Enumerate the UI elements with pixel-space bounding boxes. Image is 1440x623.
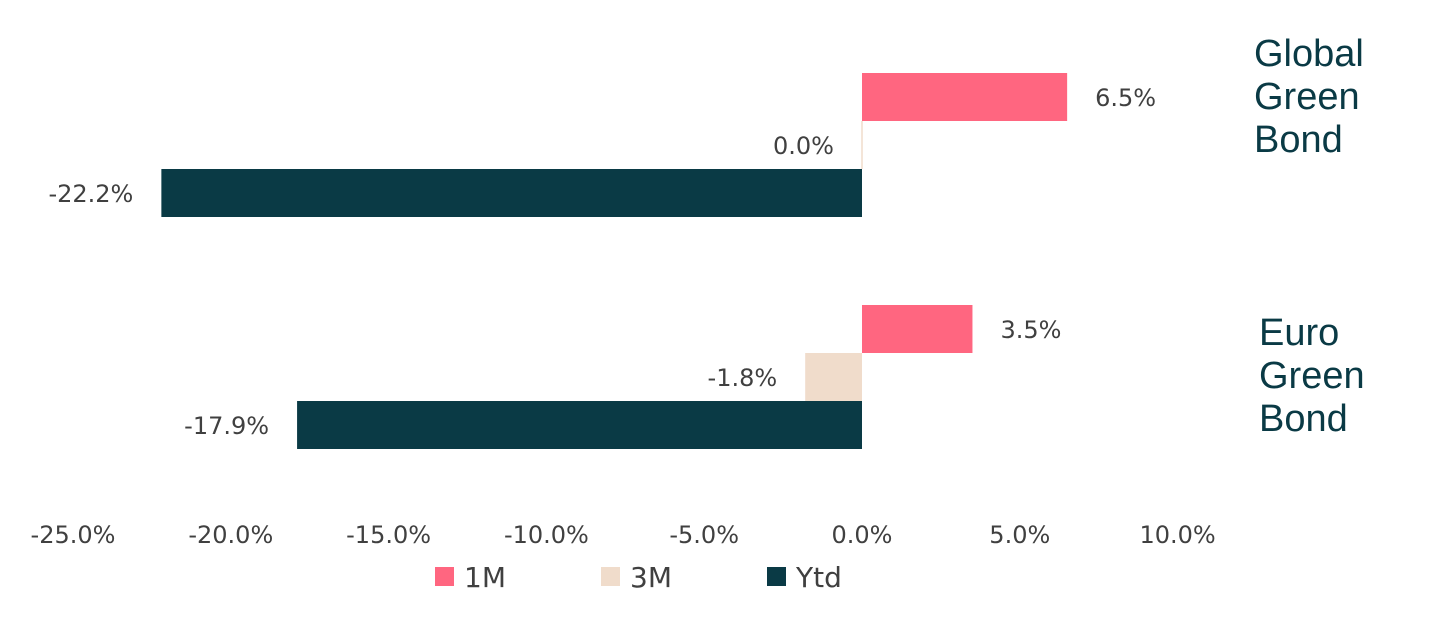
category-label-line: Bond — [1254, 119, 1343, 161]
legend-swatch-1m — [435, 567, 454, 586]
data-label-1m-euro: 3.5% — [1000, 316, 1061, 344]
category-label-line: Bond — [1259, 398, 1348, 440]
data-label-1m-global: 6.5% — [1095, 84, 1156, 112]
data-label-3m-global: 0.0% — [773, 132, 834, 160]
legend-label-1m: 1M — [464, 561, 506, 594]
category-label-line: Global — [1254, 33, 1364, 75]
data-labels-layer: 6.5% 0.0% -22.2% 3.5% -1.8% -17.9% — [48, 84, 1156, 440]
category-label-line: Green — [1259, 355, 1365, 397]
legend-swatch-ytd — [767, 567, 786, 586]
x-tick-label: -15.0% — [346, 521, 431, 549]
category-label-line: Green — [1254, 76, 1360, 118]
legend-label-3m: 3M — [630, 561, 672, 594]
legend-swatch-3m — [601, 567, 620, 586]
legend-label-ytd: Ytd — [795, 561, 842, 594]
x-tick-label: 0.0% — [832, 521, 893, 549]
bar-1m-global — [862, 73, 1068, 121]
x-tick-label: -20.0% — [188, 521, 273, 549]
x-axis-tick-labels: -25.0% -20.0% -15.0% -10.0% -5.0% 0.0% 5.0% 10.… — [31, 521, 1216, 549]
data-label-ytd-global: -22.2% — [48, 180, 133, 208]
data-label-3m-euro: -1.8% — [708, 364, 778, 392]
bar-1m-euro — [862, 305, 973, 353]
bar-3m-euro — [805, 353, 862, 401]
category-label-line: Euro — [1259, 312, 1339, 354]
x-tick-label: -5.0% — [669, 521, 739, 549]
data-label-ytd-euro: -17.9% — [184, 412, 269, 440]
x-tick-label: 10.0% — [1139, 521, 1215, 549]
x-tick-label: -25.0% — [31, 521, 116, 549]
bar-ytd-global — [161, 169, 863, 217]
legend: 1M 3M Ytd — [435, 561, 842, 594]
bar-ytd-euro — [297, 401, 862, 449]
x-tick-label: -10.0% — [504, 521, 589, 549]
bars-layer — [161, 73, 1068, 449]
x-tick-label: 5.0% — [989, 521, 1050, 549]
